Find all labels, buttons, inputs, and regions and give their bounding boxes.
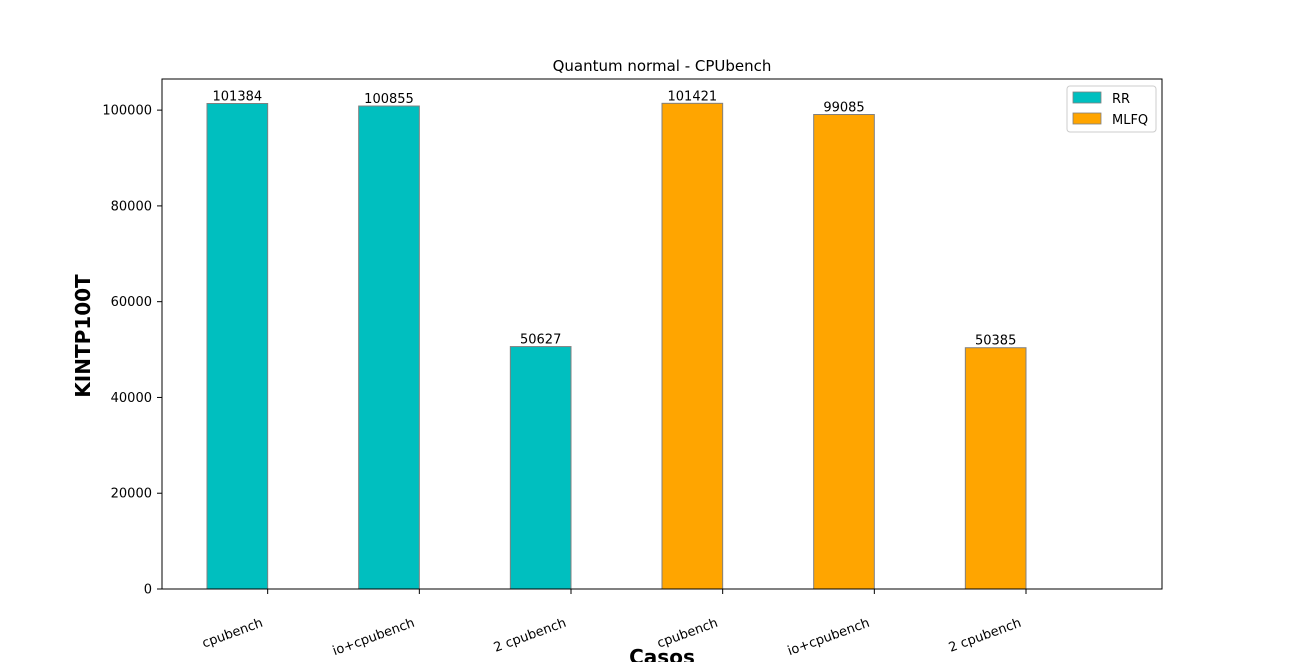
y-axis-label: KINTP100T: [71, 274, 95, 398]
legend: RR MLFQ: [1066, 85, 1157, 133]
legend-label-rr: RR: [1112, 92, 1130, 107]
y-tick-label: 100000: [102, 104, 152, 119]
bar-rr: [358, 105, 420, 590]
plot-area-frame: [161, 78, 1163, 590]
bar-value-label: 101421: [668, 89, 718, 104]
y-tick-label: 80000: [111, 199, 152, 214]
bar-value-label: 100855: [364, 92, 414, 107]
bar-value-label: 101384: [213, 89, 263, 104]
y-tick-label: 60000: [111, 295, 152, 310]
bar-mlfq: [813, 114, 875, 590]
y-tick-label: 40000: [111, 391, 152, 406]
y-tick-label: 0: [144, 583, 152, 598]
bar-value-label: 50385: [975, 334, 1016, 349]
bar-rr: [509, 346, 572, 590]
x-axis: cpubench io+cpubench 2 cpubench cpubench io+…: [200, 589, 1027, 660]
bar-mlfq: [661, 102, 724, 590]
bars-layer: 101384 100855 50627 101421 99085 50385: [206, 89, 1027, 590]
bar-value-label: 99085: [823, 101, 864, 116]
y-axis: 0 20000 40000 60000 80000 100000: [102, 104, 162, 598]
legend-label-mlfq: MLFQ: [1112, 113, 1148, 128]
x-axis-label: Casos: [629, 645, 695, 662]
legend-swatch-mlfq: [1072, 112, 1102, 125]
bar-value-label: 50627: [520, 333, 561, 348]
y-tick-label: 20000: [111, 487, 152, 502]
x-tick-label: io+cpubench: [786, 616, 872, 660]
chart-title: Quantum normal - CPUbench: [553, 57, 772, 75]
bar-rr: [206, 102, 269, 590]
x-tick-label: 2 cpubench: [947, 616, 1023, 656]
x-tick-label: 2 cpubench: [492, 616, 568, 656]
x-tick-label: io+cpubench: [331, 616, 417, 660]
bar-mlfq: [964, 347, 1027, 590]
legend-swatch-rr: [1072, 91, 1102, 104]
x-tick-label: cpubench: [200, 616, 265, 652]
